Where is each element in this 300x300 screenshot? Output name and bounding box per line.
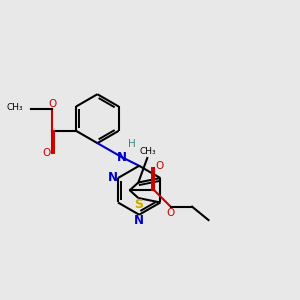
Text: N: N bbox=[134, 214, 144, 226]
Text: S: S bbox=[134, 198, 143, 211]
Text: N: N bbox=[108, 171, 118, 184]
Text: N: N bbox=[117, 151, 127, 164]
Text: O: O bbox=[48, 99, 56, 109]
Text: O: O bbox=[167, 208, 175, 218]
Text: O: O bbox=[43, 148, 51, 158]
Text: H: H bbox=[128, 139, 136, 149]
Text: CH₃: CH₃ bbox=[140, 147, 156, 156]
Text: CH₃: CH₃ bbox=[7, 103, 23, 112]
Text: O: O bbox=[155, 161, 164, 171]
